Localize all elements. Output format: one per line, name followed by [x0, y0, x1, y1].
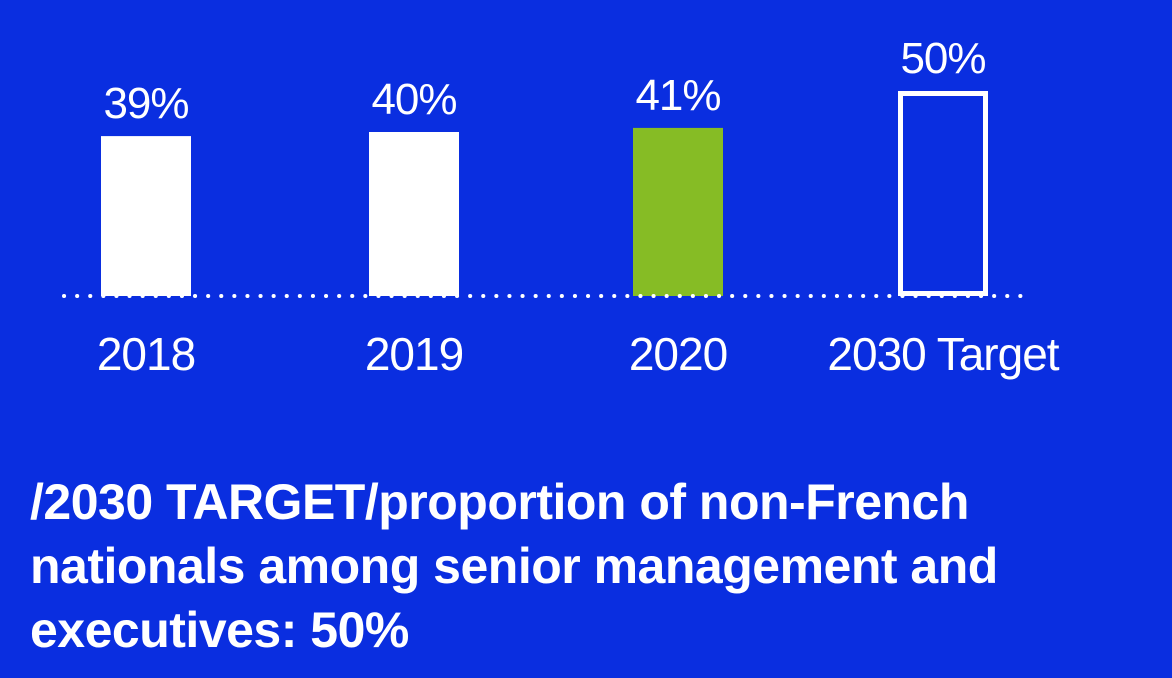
bar-2019 [369, 132, 459, 296]
value-label: 50% [900, 34, 985, 83]
category-label: 2018 [97, 328, 195, 380]
value-label: 40% [371, 75, 456, 124]
bar-2030-target [898, 91, 988, 296]
bars [101, 91, 988, 297]
value-label: 41% [635, 71, 720, 120]
category-labels: 2018 2019 2020 2030 Target [97, 328, 1061, 380]
bar-2020 [633, 127, 723, 297]
bar-2018 [101, 136, 191, 296]
category-label: 2020 [629, 328, 727, 380]
value-label: 39% [103, 79, 188, 128]
value-labels: 39% 40% 41% 50% [103, 34, 986, 128]
target-caption: /2030 TARGET/proportion of non-French na… [30, 474, 998, 658]
category-label: 2030 Target [827, 328, 1059, 380]
category-label: 2019 [365, 328, 463, 380]
bar-chart: 39% 40% 41% 50% 2018 2019 2020 2030 Target [62, 34, 1061, 380]
